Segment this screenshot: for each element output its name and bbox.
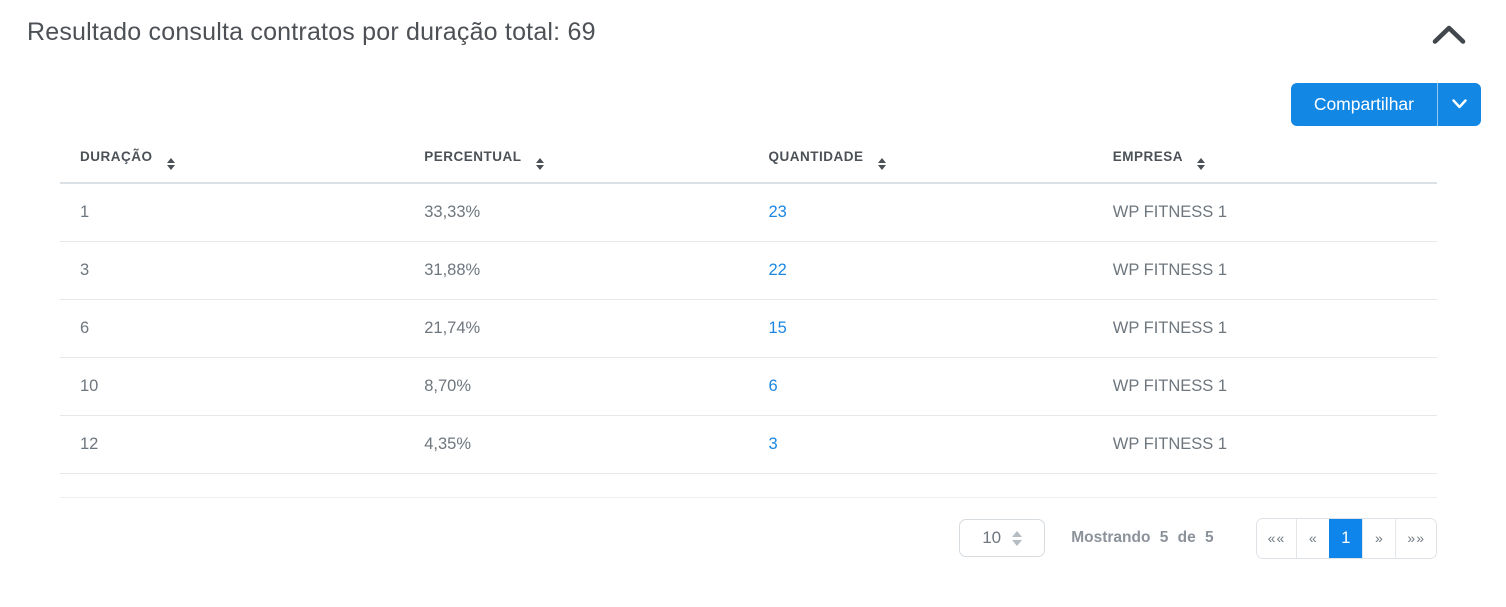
column-label: EMPRESA: [1112, 149, 1183, 164]
page-size-value: 10: [982, 528, 1002, 547]
cell-empresa: WP FITNESS 1: [1092, 299, 1437, 358]
cell-empresa: WP FITNESS 1: [1092, 241, 1437, 300]
cell-duracao: 3: [60, 241, 405, 300]
cell-percentual: 33,33%: [404, 183, 749, 242]
last-page-button[interactable]: »»: [1395, 518, 1436, 558]
cell-quantidade: 15: [748, 299, 1093, 358]
share-dropdown-button[interactable]: [1437, 83, 1481, 126]
quantidade-link[interactable]: 15: [768, 318, 787, 337]
share-split-button: Compartilhar: [1290, 83, 1481, 126]
first-page-button[interactable]: ««: [1256, 518, 1297, 558]
spinner-up-icon[interactable]: [1012, 530, 1023, 537]
column-label: PERCENTUAL: [424, 149, 522, 164]
next-page-button[interactable]: »: [1362, 518, 1396, 558]
quantidade-link[interactable]: 6: [768, 376, 778, 395]
sort-icon: [535, 158, 544, 170]
table-row: 10 8,70% 6 WP FITNESS 1: [60, 357, 1437, 416]
collapse-button[interactable]: [1430, 20, 1468, 52]
cell-percentual: 31,88%: [404, 241, 749, 300]
cell-duracao: 1: [60, 183, 405, 242]
quantidade-link[interactable]: 23: [768, 202, 787, 221]
cell-empresa: WP FITNESS 1: [1092, 357, 1437, 416]
pager: «« « 1 » »»: [1255, 517, 1437, 559]
column-header-duracao[interactable]: DURAÇÃO: [60, 137, 405, 184]
share-button[interactable]: Compartilhar: [1290, 83, 1437, 126]
table-row: 6 21,74% 15 WP FITNESS 1: [60, 299, 1437, 358]
column-header-empresa[interactable]: EMPRESA: [1092, 137, 1437, 184]
sort-icon: [877, 158, 886, 170]
page-size-spinner[interactable]: 10: [959, 519, 1046, 557]
quantidade-link[interactable]: 22: [768, 260, 787, 279]
cell-percentual: 8,70%: [404, 357, 749, 416]
cell-quantidade: 3: [748, 415, 1093, 474]
cell-quantidade: 23: [748, 183, 1093, 242]
cell-duracao: 6: [60, 299, 405, 358]
quantidade-link[interactable]: 3: [768, 434, 778, 453]
sort-icon: [166, 158, 175, 170]
chevron-down-icon: [1452, 97, 1467, 112]
column-header-quantidade[interactable]: QUANTIDADE: [748, 137, 1093, 184]
showing-status: Mostrando 5 de 5: [1071, 529, 1214, 546]
table-row: 12 4,35% 3 WP FITNESS 1: [60, 415, 1437, 474]
table-header-row: DURAÇÃO PERCENTUAL QUANTIDADE EMPRESA: [60, 137, 1437, 184]
cell-duracao: 12: [60, 415, 405, 474]
cell-empresa: WP FITNESS 1: [1092, 415, 1437, 474]
panel-header: Resultado consulta contratos por duração…: [0, 0, 1506, 52]
cell-duracao: 10: [60, 357, 405, 416]
column-label: DURAÇÃO: [80, 149, 153, 164]
sort-icon: [1196, 158, 1205, 170]
paginator: 10 Mostrando 5 de 5 «« « 1 » »»: [60, 517, 1437, 559]
column-label: QUANTIDADE: [768, 149, 864, 164]
page-1-button[interactable]: 1: [1329, 518, 1363, 558]
table-row: 3 31,88% 22 WP FITNESS 1: [60, 241, 1437, 300]
table-bottom-divider: [60, 474, 1437, 498]
cell-quantidade: 22: [748, 241, 1093, 300]
column-header-percentual[interactable]: PERCENTUAL: [404, 137, 749, 184]
cell-empresa: WP FITNESS 1: [1092, 183, 1437, 242]
chevron-up-icon: [1432, 25, 1466, 48]
prev-page-button[interactable]: «: [1296, 518, 1330, 558]
results-table-wrap: DURAÇÃO PERCENTUAL QUANTIDADE EMPRESA: [60, 137, 1437, 498]
page-title: Resultado consulta contratos por duração…: [27, 18, 596, 46]
spinner-arrows-icon[interactable]: [1012, 530, 1023, 546]
cell-percentual: 4,35%: [404, 415, 749, 474]
table-row: 1 33,33% 23 WP FITNESS 1: [60, 183, 1437, 242]
toolbar: Compartilhar: [0, 83, 1506, 126]
results-table: DURAÇÃO PERCENTUAL QUANTIDADE EMPRESA: [60, 137, 1437, 474]
cell-percentual: 21,74%: [404, 299, 749, 358]
cell-quantidade: 6: [748, 357, 1093, 416]
spinner-down-icon[interactable]: [1012, 539, 1023, 546]
